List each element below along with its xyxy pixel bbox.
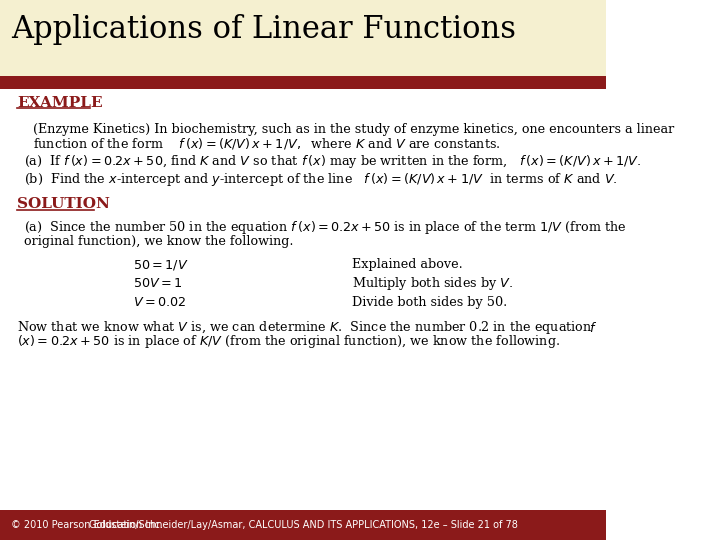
- Text: (a)  Since the number 50 in the equation $f\,(x) = 0.2x + 50$ is in place of the: (a) Since the number 50 in the equation …: [24, 219, 627, 237]
- Text: © 2010 Pearson Education Inc.: © 2010 Pearson Education Inc.: [11, 520, 163, 530]
- Text: $50 = 1/V$: $50 = 1/V$: [133, 258, 189, 272]
- Text: $(x) = 0.2x + 50$ is in place of $K/V$ (from the original function), we know the: $(x) = 0.2x + 50$ is in place of $K/V$ (…: [17, 333, 560, 350]
- FancyBboxPatch shape: [0, 0, 606, 76]
- FancyBboxPatch shape: [0, 76, 606, 89]
- Text: Multiply both sides by $V.$: Multiply both sides by $V.$: [351, 275, 513, 292]
- Text: (Enzyme Kinetics) In biochemistry, such as in the study of enzyme kinetics, one : (Enzyme Kinetics) In biochemistry, such …: [33, 123, 675, 136]
- Text: $50V = 1$: $50V = 1$: [133, 277, 183, 290]
- Text: Applications of Linear Functions: Applications of Linear Functions: [11, 14, 516, 45]
- Text: (a)  If $f\,(x) = 0.2x + 50$, find $K$ and $V$ so that $f\,(x)$ may be written i: (a) If $f\,(x) = 0.2x + 50$, find $K$ an…: [24, 153, 642, 171]
- Text: Explained above.: Explained above.: [351, 258, 462, 271]
- Text: original function), we know the following.: original function), we know the followin…: [24, 235, 294, 248]
- Text: function of the form    $f\,(x)=(K/V)\,x+1/V,$  where $K$ and $V$ are constants.: function of the form $f\,(x)=(K/V)\,x+1/…: [33, 136, 501, 151]
- FancyBboxPatch shape: [0, 510, 606, 540]
- Text: EXAMPLE: EXAMPLE: [17, 96, 102, 110]
- Text: Now that we know what $V$ is, we can determine $K$.  Since the number 0.2 in the: Now that we know what $V$ is, we can det…: [17, 319, 593, 336]
- Text: $V = 0.02$: $V = 0.02$: [133, 296, 186, 309]
- Text: (b)  Find the $x$-intercept and $y$-intercept of the line   $f\,(x)=(K/V)\,x+1/V: (b) Find the $x$-intercept and $y$-inter…: [24, 171, 618, 188]
- Text: Divide both sides by 50.: Divide both sides by 50.: [351, 296, 507, 309]
- Text: SOLUTION: SOLUTION: [17, 197, 110, 211]
- Text: $f$: $f$: [589, 321, 597, 335]
- Text: Goldstein/Schneider/Lay/Asmar, CALCULUS AND ITS APPLICATIONS, 12e – Slide 21 of : Goldstein/Schneider/Lay/Asmar, CALCULUS …: [89, 520, 518, 530]
